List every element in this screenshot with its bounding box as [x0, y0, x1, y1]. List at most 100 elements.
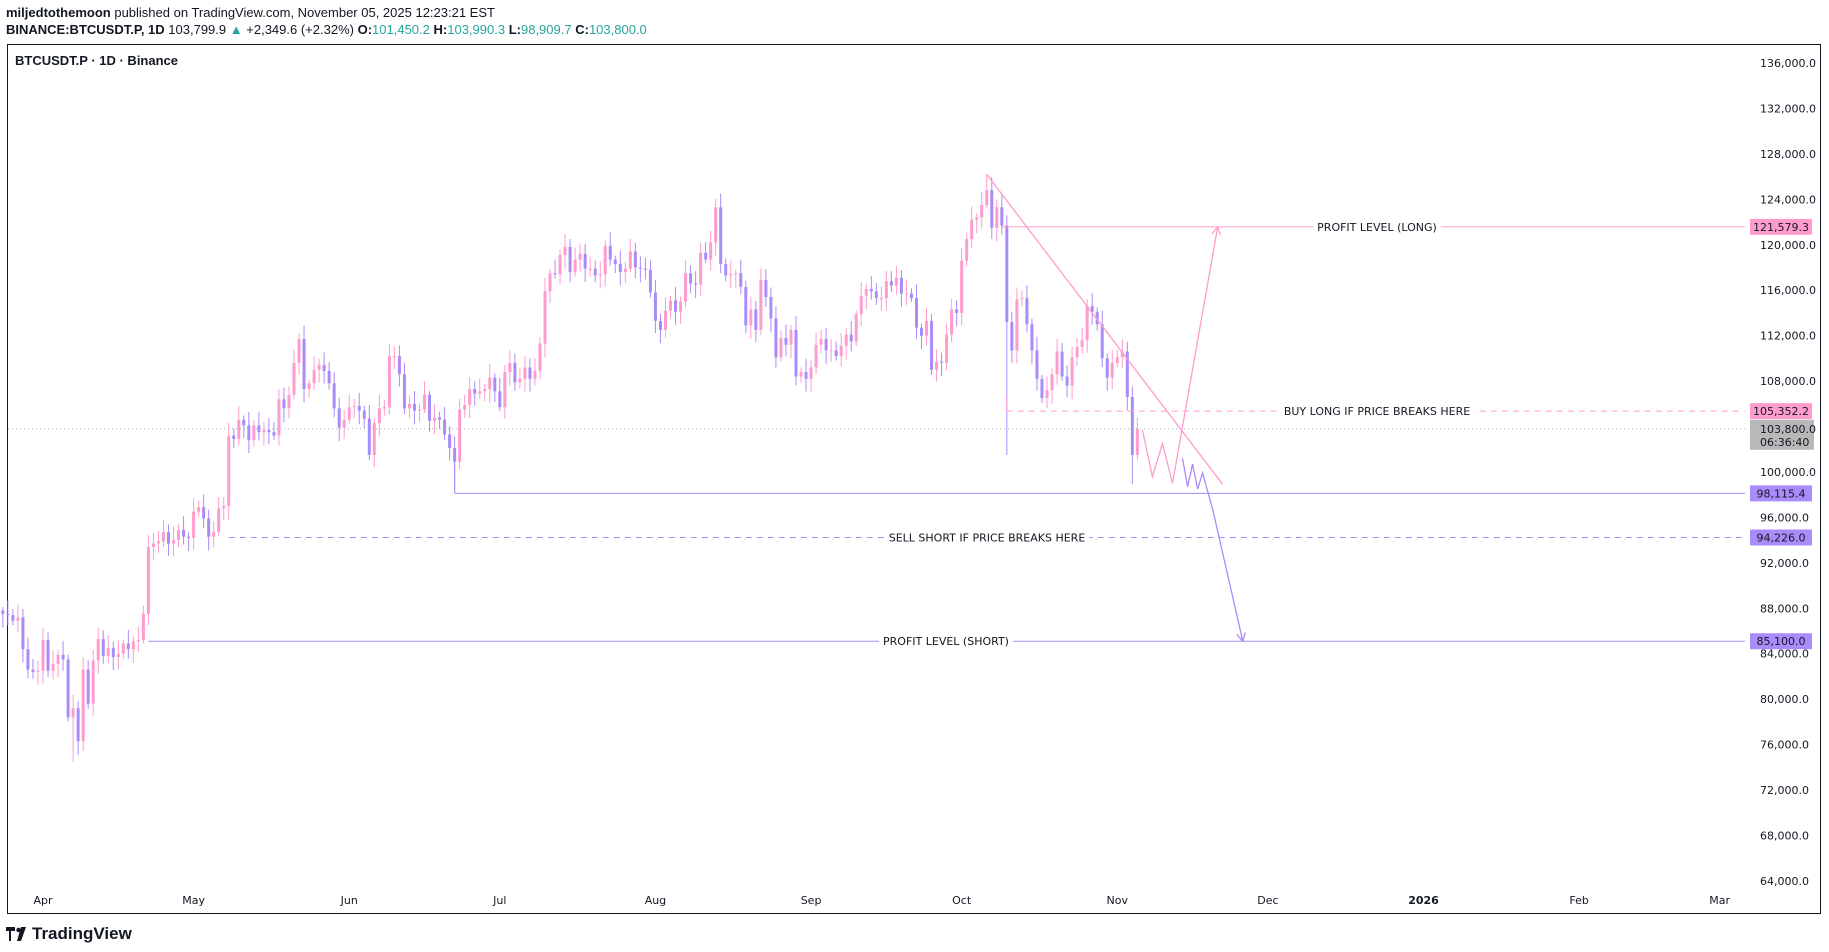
chart-frame[interactable]	[7, 44, 1821, 914]
candle-body	[493, 377, 497, 392]
candle-body	[784, 337, 788, 345]
candle-body	[177, 529, 181, 541]
y-tick-label: 68,000.0	[1760, 829, 1809, 842]
y-tick-label: 76,000.0	[1760, 739, 1809, 752]
candle-body	[930, 320, 934, 370]
candle-body	[824, 339, 828, 351]
low-value: 98,909.7	[520, 22, 572, 37]
y-tick-label: 124,000.0	[1760, 193, 1816, 206]
candle-body	[638, 267, 642, 269]
candle-body	[397, 356, 401, 375]
candle-body	[267, 429, 271, 433]
candle-body	[1120, 351, 1124, 358]
candle-body	[849, 334, 853, 342]
sell-short-label: SELL SHORT IF PRICE BREAKS HERE	[889, 532, 1086, 545]
candle-body	[151, 543, 155, 547]
countdown-text: 06:36:40	[1760, 436, 1809, 449]
candle-body	[252, 425, 256, 441]
candle-body	[1130, 396, 1134, 455]
candle-body	[297, 339, 301, 363]
candle-body	[990, 190, 994, 228]
candle-body	[478, 391, 482, 394]
close-value: 103,800.0	[588, 22, 647, 37]
candle-body	[568, 247, 572, 273]
candle-body	[1090, 306, 1094, 312]
candle-body	[563, 247, 567, 255]
candle-body	[172, 540, 176, 544]
candle-body	[433, 417, 437, 421]
author[interactable]: miljedtothemoon	[6, 5, 111, 20]
candle-body	[327, 370, 331, 384]
candle-body	[749, 309, 753, 326]
candle-body	[864, 289, 868, 296]
candle-body	[237, 419, 241, 440]
y-tick-label: 108,000.0	[1760, 375, 1816, 388]
y-tick-label: 92,000.0	[1760, 557, 1809, 570]
candle-body	[357, 406, 361, 411]
tradingview-logo-icon	[6, 927, 26, 941]
candle-body	[182, 529, 186, 537]
candle-body	[287, 394, 291, 409]
candle-body	[804, 371, 808, 379]
candle-body	[277, 399, 281, 436]
candle-body	[312, 369, 316, 384]
candle-body	[669, 300, 672, 311]
candle-body	[6, 613, 10, 616]
chart-title: BTCUSDT.P · 1D · Binance	[15, 53, 179, 68]
candle-body	[648, 269, 652, 293]
y-tick-label: 84,000.0	[1760, 648, 1809, 661]
y-tick-label: 64,000.0	[1760, 875, 1809, 888]
symbol: BINANCE:BTCUSDT.P, 1D	[6, 22, 165, 37]
candle-body	[774, 318, 778, 358]
candle-body	[197, 507, 201, 512]
candle-body	[588, 268, 592, 270]
x-tick-label: Nov	[1107, 894, 1129, 907]
candle-body	[262, 429, 266, 433]
candle-body	[387, 356, 391, 408]
candle-body	[528, 367, 532, 379]
candle-body	[71, 708, 75, 718]
tradingview-logo: TradingView	[6, 924, 132, 944]
candle-body	[76, 708, 80, 742]
candle-body	[764, 279, 768, 298]
candle-body	[131, 641, 135, 650]
candle-body	[995, 207, 999, 228]
profit-short-label: PROFIT LEVEL (SHORT)	[883, 635, 1009, 648]
candle-body	[227, 435, 231, 507]
candle-body	[141, 613, 145, 641]
x-tick-label: Aug	[645, 894, 666, 907]
candle-body	[1070, 357, 1074, 386]
candle-body	[31, 669, 35, 672]
candle-body	[679, 301, 683, 312]
candle-body	[96, 638, 100, 661]
candle-body	[46, 640, 50, 671]
buy-long-price-tag	[1750, 403, 1812, 420]
candle-body	[418, 409, 421, 411]
candle-body	[1050, 374, 1054, 391]
candle-body	[21, 617, 25, 650]
candle-body	[618, 264, 622, 273]
candle-body	[734, 273, 738, 275]
candle-body	[598, 274, 602, 276]
candle-body	[754, 309, 758, 330]
candle-body	[1115, 357, 1119, 363]
candle-body	[377, 408, 381, 424]
candle-body	[1085, 306, 1089, 341]
candle-body	[643, 268, 647, 270]
candle-body	[829, 350, 833, 352]
candle-body	[347, 407, 351, 420]
support-price-tag	[1750, 485, 1812, 502]
candle-body	[116, 653, 120, 658]
candle-body	[814, 344, 818, 368]
candle-body	[633, 251, 637, 268]
candle-body	[965, 239, 969, 261]
candle-body	[1010, 322, 1014, 351]
candle-body	[322, 365, 326, 371]
current-price-tag	[1750, 419, 1814, 450]
candle-body	[161, 532, 165, 542]
candle-body	[1135, 428, 1139, 455]
candle-body	[844, 334, 848, 346]
candle-body	[428, 394, 432, 421]
candle-body	[573, 259, 577, 273]
